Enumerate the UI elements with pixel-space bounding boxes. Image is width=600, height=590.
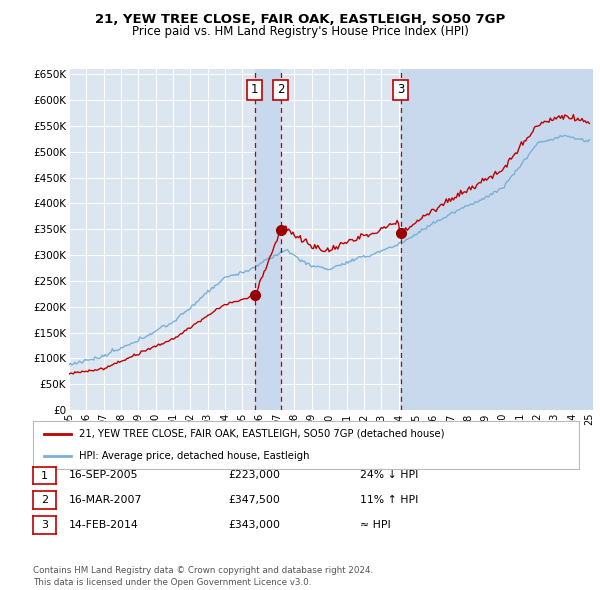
Text: ≈ HPI: ≈ HPI [360,520,391,529]
Text: 16-MAR-2007: 16-MAR-2007 [69,495,142,504]
Bar [255,69,281,410]
Text: £223,000: £223,000 [228,470,280,480]
Text: 2: 2 [277,83,284,96]
Text: £347,500: £347,500 [228,495,280,504]
Text: 24% ↓ HPI: 24% ↓ HPI [360,470,418,480]
Text: 21, YEW TREE CLOSE, FAIR OAK, EASTLEIGH, SO50 7GP: 21, YEW TREE CLOSE, FAIR OAK, EASTLEIGH,… [95,13,505,26]
Text: 3: 3 [397,83,404,96]
Text: 1: 1 [251,83,259,96]
Text: HPI: Average price, detached house, Eastleigh: HPI: Average price, detached house, East… [79,451,310,461]
Text: Price paid vs. HM Land Registry's House Price Index (HPI): Price paid vs. HM Land Registry's House … [131,25,469,38]
Text: 21, YEW TREE CLOSE, FAIR OAK, EASTLEIGH, SO50 7GP (detached house): 21, YEW TREE CLOSE, FAIR OAK, EASTLEIGH,… [79,429,445,439]
Text: 1: 1 [41,471,48,480]
Text: 16-SEP-2005: 16-SEP-2005 [69,470,139,480]
Text: 2: 2 [41,496,48,505]
Text: 3: 3 [41,520,48,530]
Text: 14-FEB-2014: 14-FEB-2014 [69,520,139,529]
Text: 11% ↑ HPI: 11% ↑ HPI [360,495,418,504]
Text: Contains HM Land Registry data © Crown copyright and database right 2024.
This d: Contains HM Land Registry data © Crown c… [33,566,373,587]
Bar [401,69,593,410]
Text: £343,000: £343,000 [228,520,280,529]
